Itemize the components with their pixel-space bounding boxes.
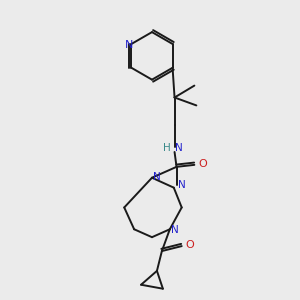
Text: O: O — [198, 159, 207, 169]
Text: N: N — [178, 180, 185, 190]
Text: N: N — [175, 143, 182, 153]
Text: N: N — [153, 172, 161, 182]
Text: H: H — [163, 143, 170, 153]
Text: N: N — [125, 40, 134, 50]
Text: N: N — [171, 225, 178, 235]
Text: O: O — [185, 240, 194, 250]
